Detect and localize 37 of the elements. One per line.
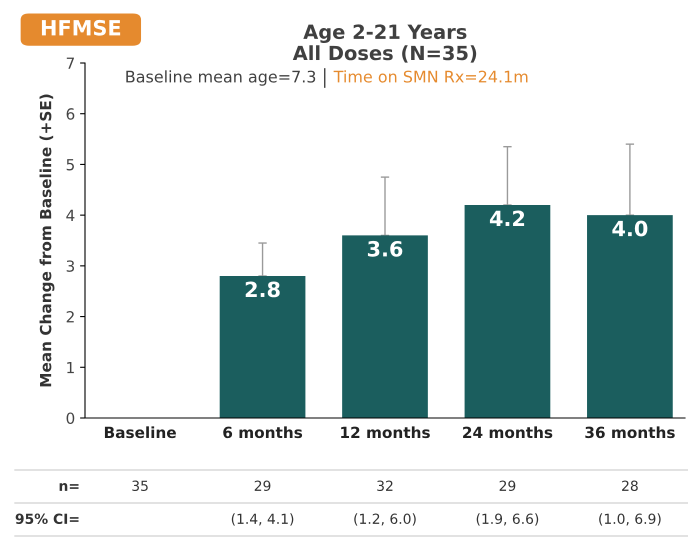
x-tick-label: 24 months <box>463 426 552 438</box>
y-tick-label: 1 <box>67 362 74 374</box>
chart-title: Age 2-21 Years All Doses (N=35) <box>292 24 476 63</box>
data-label: 3.6 <box>368 240 402 257</box>
chart-subtitle: Baseline mean age=7.3 <box>126 70 316 86</box>
text: n= <box>60 483 79 491</box>
y-tick-label: 2 <box>66 311 74 322</box>
y-tick-label: 3 <box>66 260 74 272</box>
bar <box>220 276 306 418</box>
x-tick-label: 36 months <box>585 426 675 438</box>
bar <box>587 215 673 418</box>
text: (1.4, 4.1) <box>232 513 294 526</box>
text: 29 <box>254 480 270 492</box>
data-label: 2.8 <box>246 282 280 298</box>
y-tick-label: 4 <box>66 210 74 221</box>
text: 28 <box>622 480 638 492</box>
y-tick-label: 6 <box>66 108 74 120</box>
y-tick-label: 7 <box>66 58 74 69</box>
text: 29 <box>500 480 516 492</box>
data-label: 4.0 <box>612 220 648 236</box>
text: 95% CI= <box>16 514 79 524</box>
bar <box>342 235 428 418</box>
x-tick-label: Baseline <box>104 426 176 438</box>
y-tick-label: 5 <box>66 159 74 170</box>
text: (1.2, 6.0) <box>354 513 416 526</box>
annotation: Time on SMN Rx=24.1m <box>334 70 528 83</box>
bar <box>464 205 550 418</box>
y-axis-title: Mean Change from Baseline (+SE) <box>40 94 54 386</box>
text: 32 <box>377 480 392 492</box>
text: (1.0, 6.9) <box>599 513 661 526</box>
y-tick-label: 0 <box>66 412 74 424</box>
data-label: 4.2 <box>490 210 524 226</box>
x-tick-label: 12 months <box>341 426 430 438</box>
text: (1.9, 6.6) <box>476 513 538 526</box>
text: HFMSE <box>42 20 120 36</box>
x-tick-label: 6 months <box>223 426 302 438</box>
text: 35 <box>132 480 148 492</box>
